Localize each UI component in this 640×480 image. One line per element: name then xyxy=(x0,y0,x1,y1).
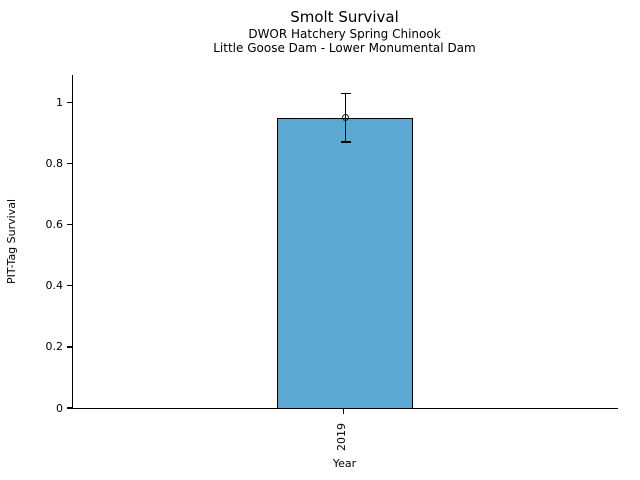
y-tick-mark xyxy=(66,162,72,165)
y-axis-label: PIT-Tag Survival xyxy=(5,199,18,285)
y-tick-mark xyxy=(66,101,72,104)
chart-subtitle-line1: DWOR Hatchery Spring Chinook xyxy=(248,27,441,41)
chart-subtitle-line2: Little Goose Dam - Lower Monumental Dam xyxy=(213,41,476,55)
y-tick-mark xyxy=(66,285,72,287)
x-tick-label: 2019 xyxy=(335,423,348,451)
y-tick-label: 0 xyxy=(56,401,63,415)
y-tick-label: 0.2 xyxy=(45,340,64,354)
error-bar-cap-bottom xyxy=(340,141,351,143)
x-axis-label: Year xyxy=(332,457,357,470)
error-bar-cap-top xyxy=(340,92,351,95)
y-tick-mark xyxy=(66,346,72,348)
y-tick-label: 0.8 xyxy=(45,157,64,171)
y-tick-label: 0.4 xyxy=(45,279,64,293)
y-tick-label: 0.6 xyxy=(45,218,64,232)
y-tick-label: 1 xyxy=(56,95,63,109)
title-block: Smolt Survival DWOR Hatchery Spring Chin… xyxy=(72,8,617,55)
y-tick-mark xyxy=(66,407,72,409)
bar-2019 xyxy=(277,117,413,408)
x-tick-mark xyxy=(343,408,345,414)
error-bar-mean-marker xyxy=(342,114,349,122)
chart-title: Smolt Survival xyxy=(290,8,399,26)
y-tick-mark xyxy=(66,224,72,226)
plot-area: 0 0.2 0.4 0.6 0.8 1 xyxy=(46,75,618,415)
